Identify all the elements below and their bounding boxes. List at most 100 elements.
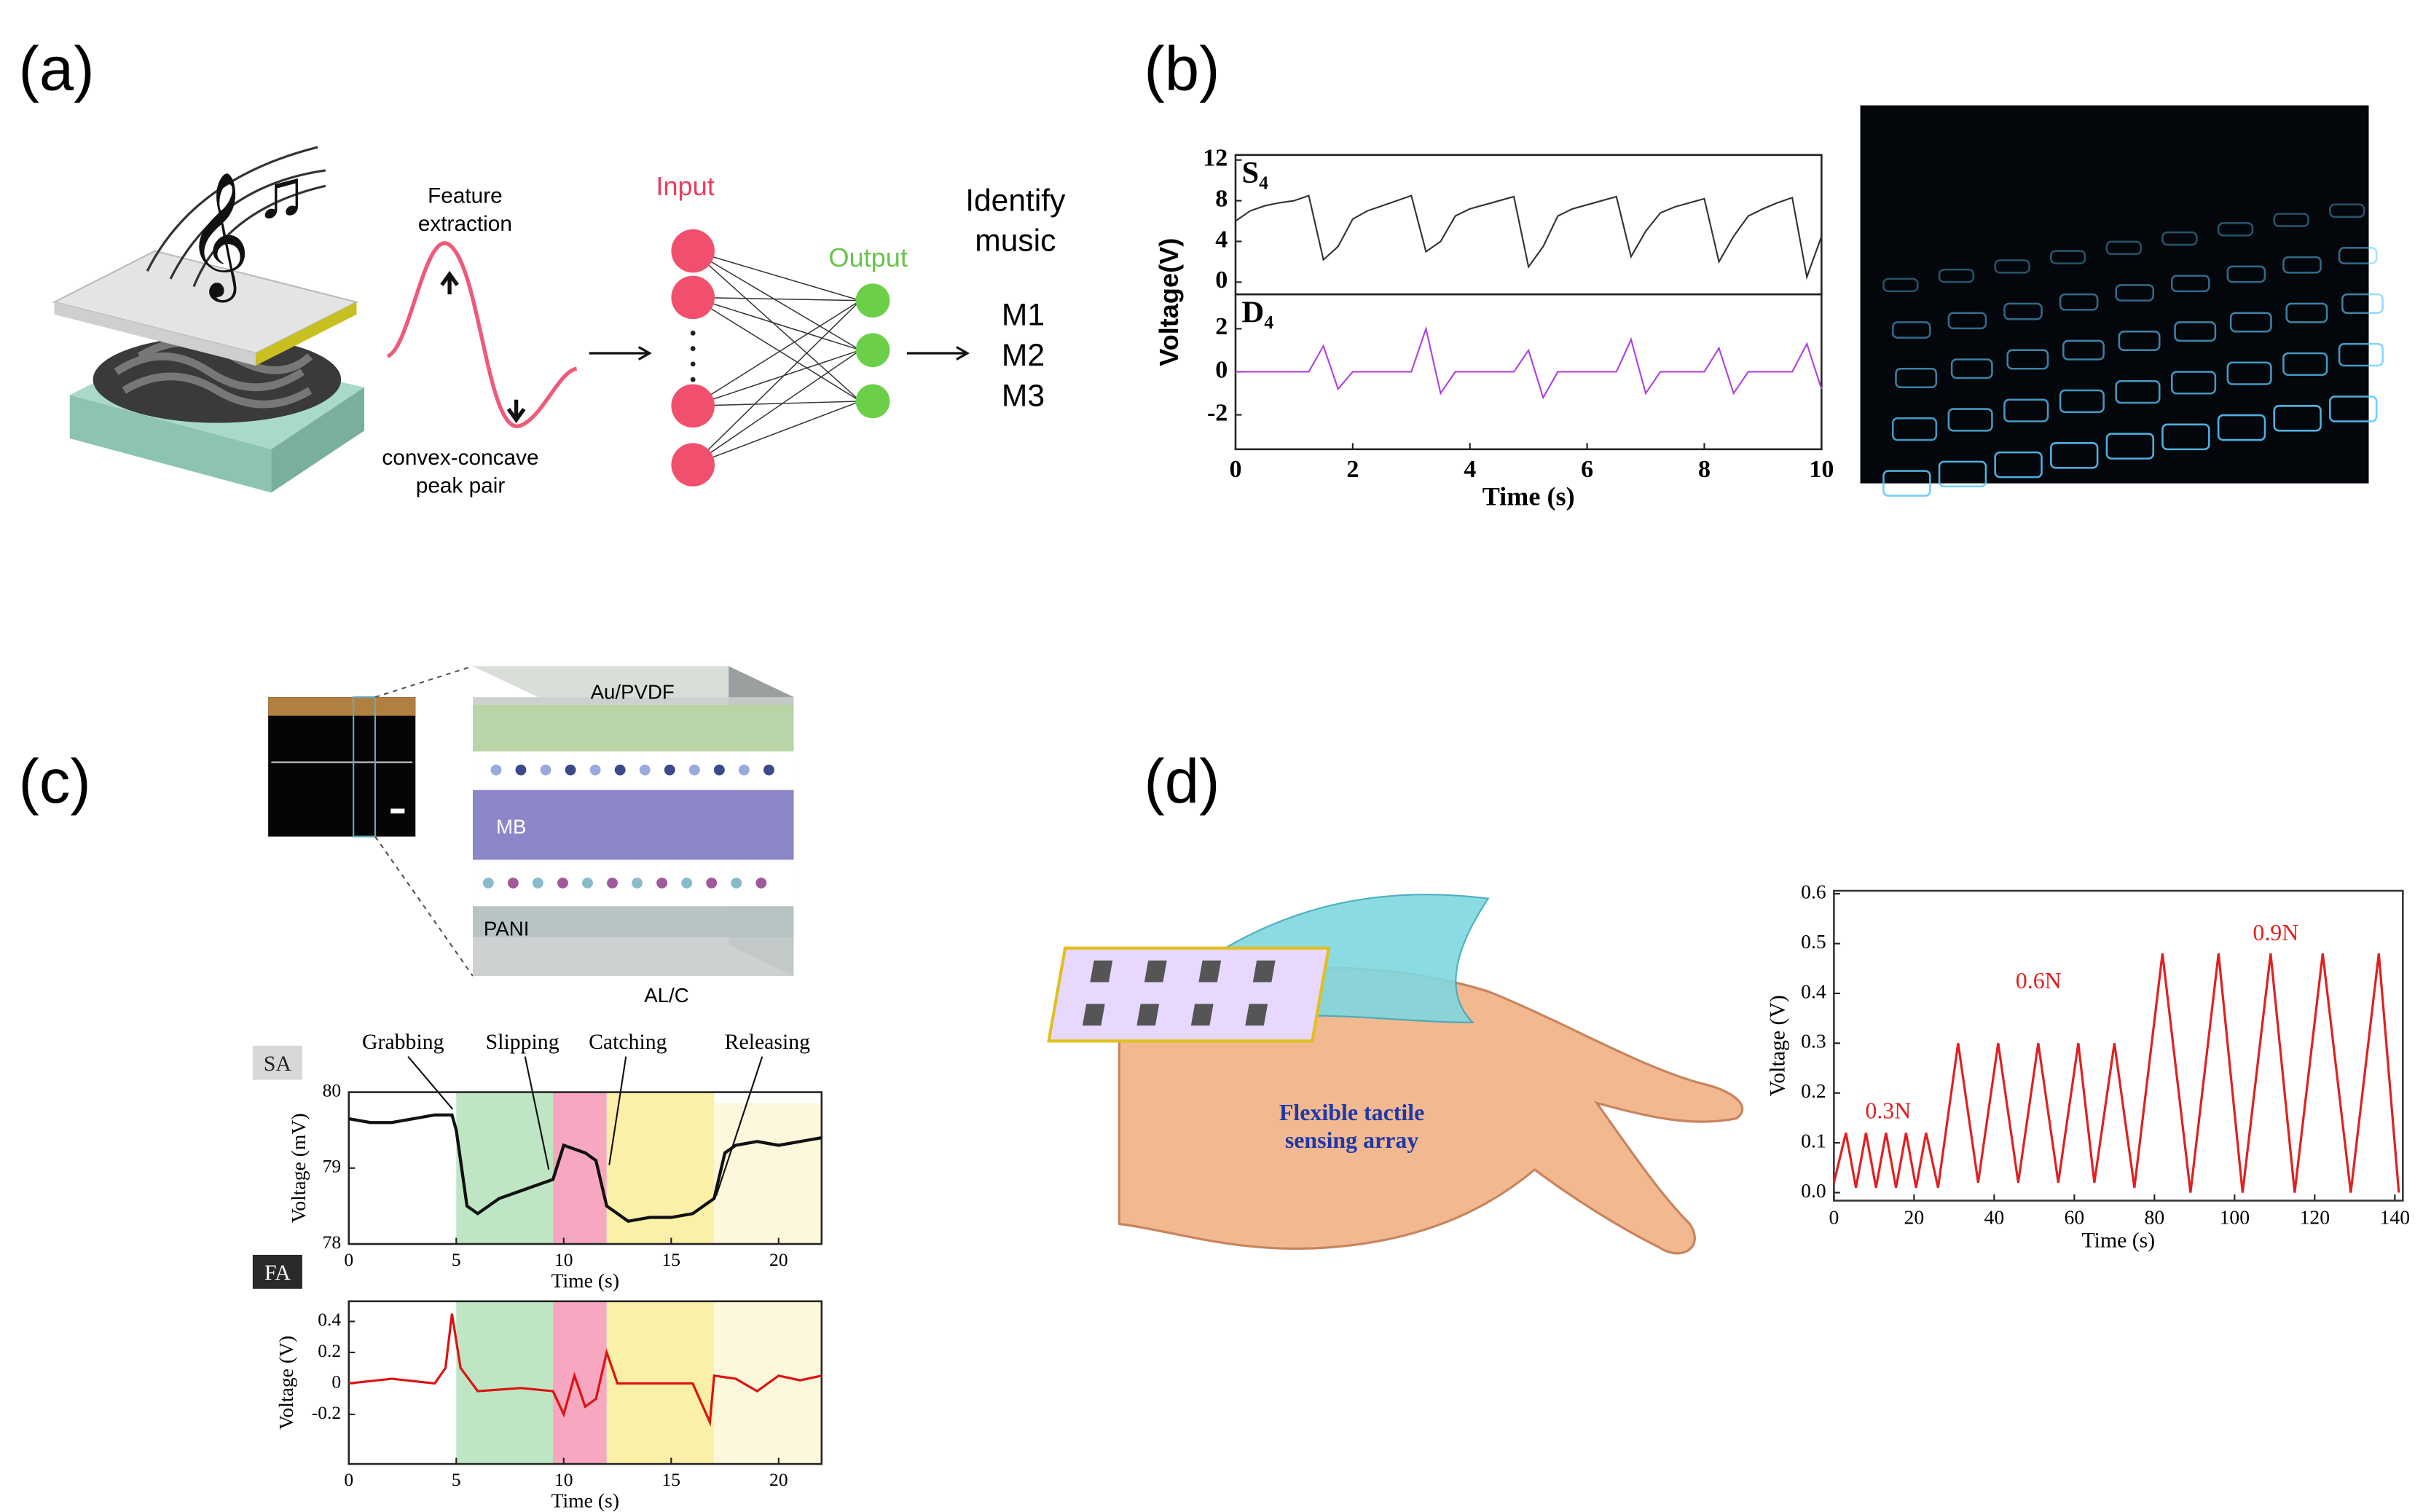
x-axis-label: Time (s) [1483,481,1575,511]
annotation-arrow [715,1056,763,1197]
connection [692,401,861,465]
x-tick-label: 100 [2220,1205,2250,1228]
text-line: Identify [965,183,1066,218]
arrow [589,346,652,361]
output-node [855,384,890,419]
particle [632,877,643,889]
particle [607,877,618,889]
key [2059,293,2099,311]
dot [690,377,696,382]
y-tick-label: 0.1 [1801,1129,1826,1151]
x-tick-label: 80 [2145,1205,2165,1228]
y-tick-label: 79 [323,1156,342,1177]
chart: 0 4 8 12 S₄ [1203,145,1823,296]
input-node [671,443,715,487]
particle [540,764,551,776]
identify-label: Identify music [965,183,1066,258]
panel-label: (b) [1144,34,1220,103]
y-tick-label: 0.5 [1801,930,1826,953]
connection [692,300,861,406]
key [2006,349,2049,370]
key [2115,284,2155,302]
y-tick-label: 0 [1215,267,1228,294]
key [2329,395,2378,422]
key [1891,321,1931,339]
y-axis-label: Voltage(V) [1154,238,1184,366]
particle [755,877,767,889]
tag: FA [264,1261,291,1285]
y-axis-label: Voltage (mV) [287,1113,310,1223]
output-node [855,333,890,368]
key [1938,460,1987,488]
key [2282,352,2328,377]
x-tick-label: 40 [1984,1205,2005,1228]
region [553,1301,607,1465]
particle [589,764,601,776]
annotation: Slipping [486,1030,559,1054]
layer-label: AL/C [644,984,688,1007]
key [2170,275,2210,293]
key [2338,342,2384,367]
key [2059,389,2105,414]
output-item: M3 [1002,378,1045,413]
key [2105,240,2142,256]
outputs: M1 M2 M3 [1002,298,1045,414]
region [714,1103,822,1245]
y-tick-label: 0.6 [1801,881,1826,903]
x-tick-label: 4 [1464,456,1476,483]
particle [490,764,502,776]
annotation-arrow [407,1055,454,1110]
arrow [906,346,970,361]
key [1891,417,1938,441]
x-tick-label: 0 [344,1469,353,1490]
text-line: sensing array [1285,1127,1419,1153]
x-tick-label: 6 [1581,456,1593,483]
key [2050,442,2099,469]
dot [690,346,696,351]
dot [690,361,696,367]
key [2115,379,2161,404]
dot [690,330,696,336]
layer-label: MB [496,815,526,838]
x-tick-label: 20 [769,1249,788,1270]
panel-label: (d) [1144,747,1220,816]
key [2273,405,2322,432]
key [2062,339,2105,361]
key [1882,277,1919,293]
key [1947,408,1993,432]
layer-label: PANI [484,918,529,940]
y-axis-label: Voltage (V) [1765,995,1789,1096]
particle [731,877,742,889]
region [456,1092,554,1245]
x-tick-label: 20 [769,1469,788,1490]
connection [692,350,861,406]
text-line: Flexible tactile [1279,1100,1424,1125]
y-tick-label: -2 [1207,399,1228,426]
tag: SA [264,1052,292,1076]
x-tick-label: 10 [1809,456,1834,483]
panel-label: (a) [19,34,95,103]
y-tick-label: 8 [1215,185,1228,212]
neural-network [671,229,890,487]
y-tick-label: 0 [1215,356,1228,383]
key [2282,256,2322,274]
peak-label: convex-concave peak pair [382,446,538,497]
input-node [671,229,715,273]
key [1950,358,1993,379]
particle [565,764,576,776]
annotation: Grabbing [362,1030,444,1054]
particle [582,877,593,889]
particle [482,877,494,889]
x-tick-label: 5 [452,1469,461,1490]
particle [664,764,675,776]
y-tick-label: 0.0 [1801,1179,1826,1202]
hand-illustration [1047,894,1744,1255]
key [2003,302,2043,320]
input-node [671,275,715,320]
y-tick-label: 0.4 [1801,980,1826,1002]
annotation: Releasing [725,1030,811,1054]
plot-frame [1833,889,2404,1202]
x-tick-label: 20 [1904,1205,1925,1228]
annotation: 0.6N [2016,968,2062,993]
